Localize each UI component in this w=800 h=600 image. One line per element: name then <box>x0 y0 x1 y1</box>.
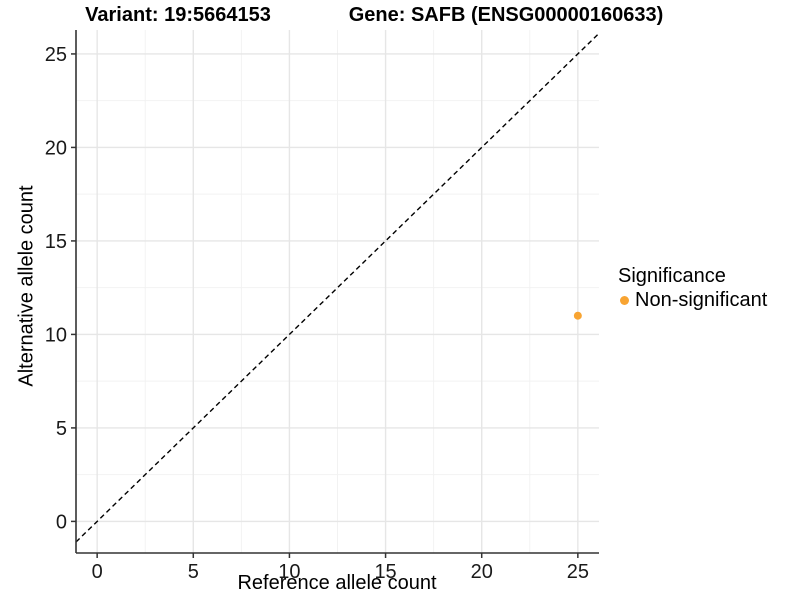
data-point <box>573 311 582 320</box>
x-tick-label: 10 <box>278 561 300 583</box>
y-tick-label: 0 <box>56 511 67 533</box>
plot-title-gene: Gene: SAFB (ENSG00000160633) <box>348 4 664 26</box>
panel-group: 0 5 10 15 20 25 0 5 10 15 20 25 <box>45 30 600 583</box>
legend: Significance Non-significant <box>618 264 767 312</box>
legend-point-icon <box>620 295 629 305</box>
x-axis-label: Reference allele count <box>237 572 437 594</box>
x-tick-label: 20 <box>471 561 493 583</box>
legend-item-label: Non-significant <box>635 288 768 311</box>
x-tick-label: 25 <box>567 561 589 583</box>
legend-items: Non-significant <box>618 288 767 312</box>
y-tick-label: 5 <box>56 418 67 440</box>
legend-title: Significance <box>618 265 726 287</box>
legend-item: Non-significant <box>618 288 767 312</box>
x-tick-label: 0 <box>92 561 103 583</box>
identity-dashed-line <box>75 32 600 543</box>
y-tick-label: 25 <box>45 44 67 66</box>
plot-title-variant: Variant: 19:5664153 <box>85 4 271 26</box>
y-tick-label: 20 <box>45 137 67 159</box>
y-tick-label: 10 <box>45 324 67 346</box>
x-tick-label: 15 <box>374 561 396 583</box>
y-tick-label: 15 <box>45 231 67 253</box>
x-tick-label: 5 <box>188 561 199 583</box>
